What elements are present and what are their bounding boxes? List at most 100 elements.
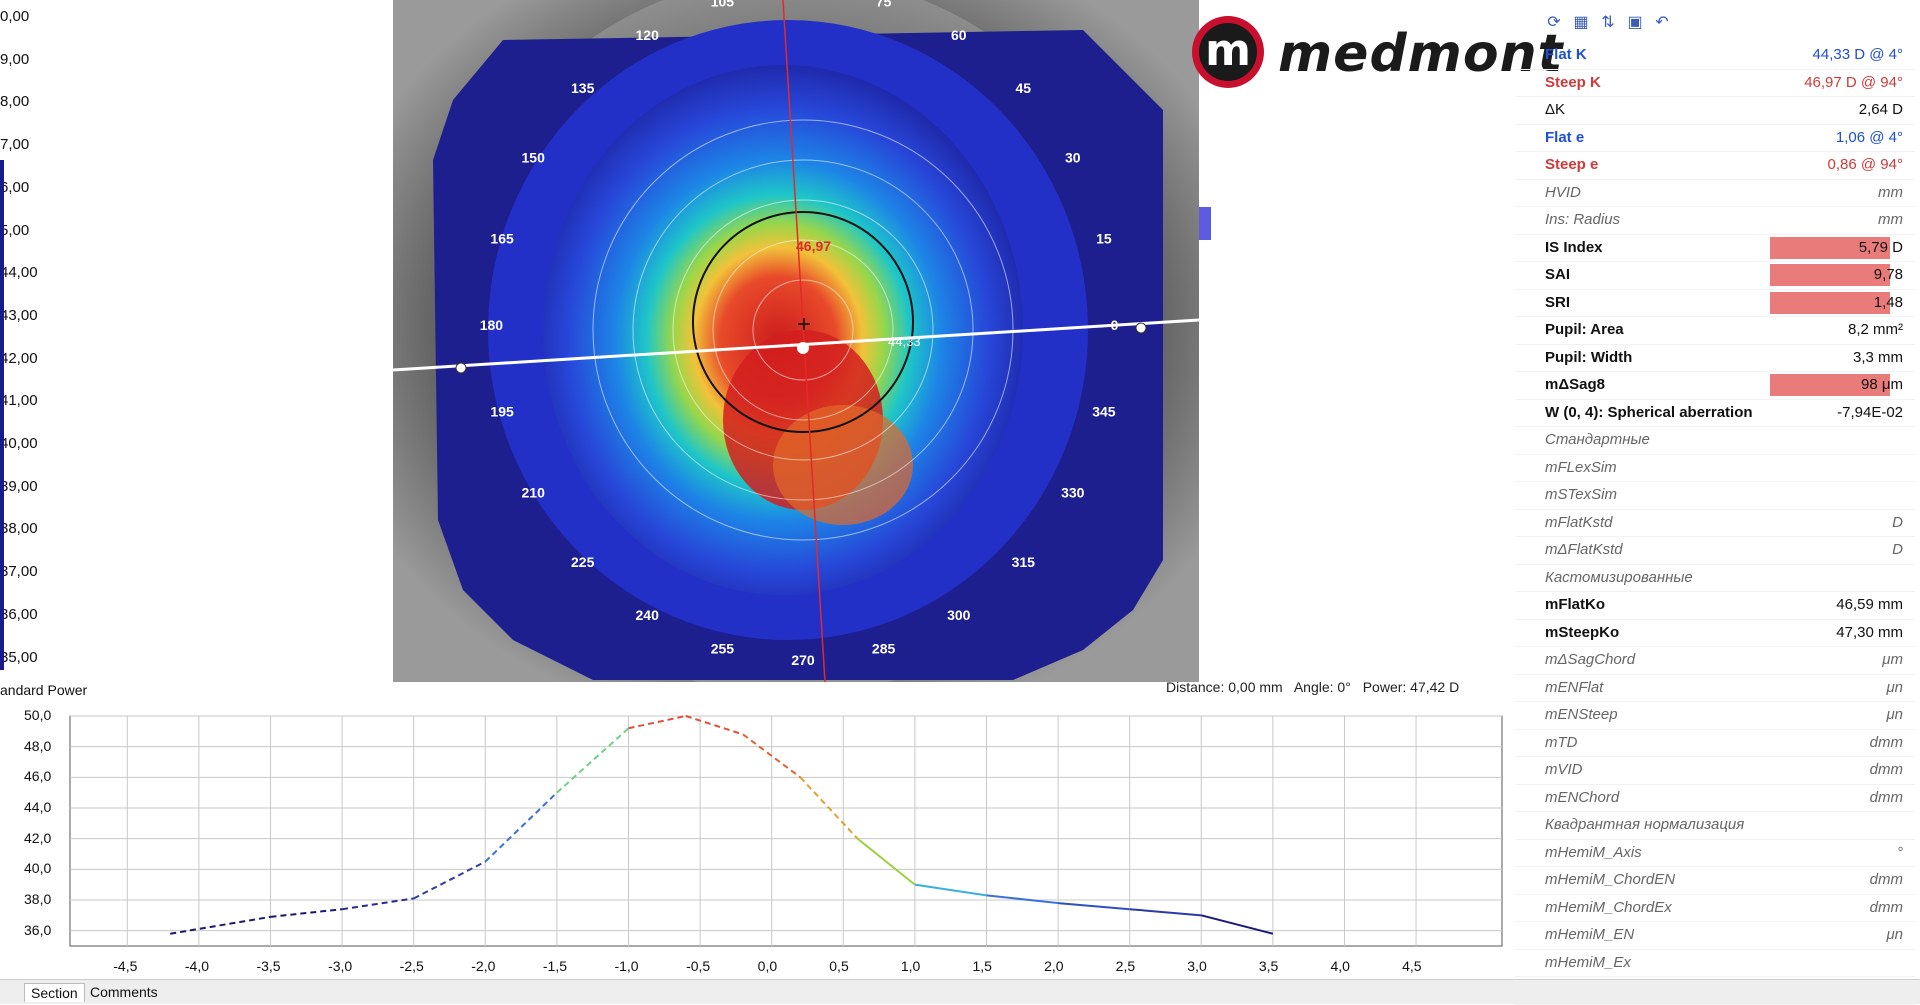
parameter-label: Pupil: Area [1545, 321, 1624, 338]
angle-label: 60 [951, 27, 967, 43]
cursor-readout: Distance: 0,00 mm Angle: 0° Power: 47,42… [1166, 679, 1467, 695]
parameter-value: μm [1882, 651, 1903, 668]
angle-label: 150 [522, 150, 546, 166]
meridian-handle-right[interactable] [1135, 322, 1147, 334]
scale-tick: 40,00 [0, 435, 38, 452]
parameter-row[interactable]: SRI 1,48 [1515, 290, 1915, 317]
section-profile-line [170, 715, 1274, 935]
flat-meridian[interactable] [393, 318, 1199, 372]
parameter-label: Pupil: Width [1545, 348, 1633, 366]
parameter-row[interactable]: mΔSag8 98 μm [1515, 372, 1915, 400]
parameter-row[interactable]: mVID dmm [1515, 757, 1915, 785]
parameter-row[interactable]: mHemiM_Axis ° [1515, 840, 1915, 867]
topography-map[interactable]: 9075604530150345330315300285270255240225… [393, 0, 1199, 682]
sort-icon[interactable]: ⇅ [1601, 14, 1615, 31]
distance-rings [592, 119, 1014, 541]
parameter-label: mFlatKo [1545, 596, 1605, 613]
parameter-label: Steep K [1545, 73, 1601, 91]
tab-comments[interactable]: Comments [90, 984, 158, 1000]
map-side-tab[interactable] [1199, 207, 1211, 240]
scale-tick: 36,00 [0, 605, 38, 623]
parameter-value: 9,78 [1873, 266, 1903, 283]
inferior-zone [773, 405, 913, 525]
parameter-row[interactable]: mTD dmm [1515, 730, 1915, 757]
parameter-row[interactable]: Pupil: Area 8,2 mm² [1515, 317, 1915, 345]
scale-tick: 41,00 [0, 392, 38, 410]
parameter-row[interactable]: mSteepKo 47,30 mm [1515, 620, 1915, 647]
parameter-value: -7,94E-02 [1837, 403, 1903, 421]
parameter-row[interactable]: mENChord dmm [1515, 785, 1915, 812]
parameter-value: 98 μm [1861, 376, 1903, 393]
parameter-value: mm [1878, 183, 1903, 201]
undo-icon[interactable]: ↶ [1655, 14, 1669, 31]
parameter-row[interactable]: mHemiM_Ex [1515, 950, 1915, 977]
parameter-label: Flat e [1545, 128, 1585, 146]
graph-y-tick: 46,0 [24, 768, 52, 785]
save-icon[interactable]: ▣ [1627, 14, 1643, 31]
angle-label: 0 [1111, 317, 1119, 333]
tab-section[interactable]: Section [24, 983, 85, 1002]
parameter-row[interactable]: Steep K 46,97 D @ 94° [1515, 70, 1915, 97]
profile-segment [341, 897, 414, 911]
section-graph-svg [69, 715, 1503, 947]
parameter-row[interactable]: Кастомизированные [1515, 565, 1915, 592]
flat-k-value: 44,33 [888, 334, 921, 349]
parameter-row[interactable]: IS Index 5,79 D [1515, 235, 1915, 262]
meridian-handle-left[interactable] [455, 362, 467, 374]
parameter-value: 0,86 @ 94° [1827, 156, 1903, 173]
parameter-row[interactable]: mHemiM_EN μn [1515, 922, 1915, 950]
parameter-row[interactable]: mFLexSim [1515, 455, 1915, 482]
parameter-row[interactable]: mFlatKstd D [1515, 510, 1915, 537]
refresh-icon[interactable]: ⟳ [1547, 14, 1561, 31]
parameter-value: μn [1886, 706, 1903, 723]
topography-svg: 9075604530150345330315300285270255240225… [393, 0, 1199, 682]
parameter-row[interactable]: mΔSagChord μm [1515, 647, 1915, 675]
graph-x-tick: 2,0 [1044, 958, 1064, 974]
parameter-row[interactable]: Стандартные [1515, 427, 1915, 455]
parameter-row[interactable]: HVID mm [1515, 180, 1915, 207]
parameter-row[interactable]: Pupil: Width 3,3 mm [1515, 345, 1915, 372]
parameter-label: mSTexSim [1545, 486, 1617, 503]
parameter-label: mFLexSim [1545, 458, 1617, 476]
parameter-row[interactable]: Ins: Radius mm [1515, 207, 1915, 235]
profile-segment [799, 776, 859, 840]
parameter-row[interactable]: mΔFlatKstd D [1515, 537, 1915, 565]
parameter-row[interactable]: mHemiM_ChordEx dmm [1515, 895, 1915, 922]
parameter-label: mΔSag8 [1545, 376, 1605, 393]
parameter-row[interactable]: Flat e 1,06 @ 4° [1515, 125, 1915, 152]
graph-y-tick: 36,0 [24, 921, 52, 938]
angle-label: 270 [791, 652, 815, 668]
graph-x-tick: -4,5 [113, 958, 138, 974]
parameter-row[interactable]: W (0, 4): Spherical aberration -7,94E-02 [1515, 400, 1915, 427]
profile-segment [1129, 908, 1202, 917]
parameter-value: 46,59 mm [1836, 596, 1903, 613]
parameter-row[interactable]: mHemiM_ChordEN dmm [1515, 867, 1915, 895]
parameter-row[interactable]: Квадрантная нормализация [1515, 812, 1915, 840]
highlight-bar [1770, 264, 1890, 286]
parameter-row[interactable]: mFlatKo 46,59 mm [1515, 592, 1915, 620]
graph-x-tick: -1,5 [542, 958, 567, 974]
power-readout: Power: 47,42 D [1362, 679, 1460, 695]
parameter-label: Ins: Radius [1545, 211, 1621, 228]
graph-x-tick: -2,0 [471, 958, 496, 974]
parameter-value: 5,79 D [1858, 238, 1903, 256]
scale-tick: 5,00 [0, 221, 30, 239]
angle-label: 180 [480, 317, 504, 333]
parameter-value: dmm [1869, 733, 1903, 751]
calendar-icon[interactable]: ▦ [1573, 14, 1589, 31]
parameter-row[interactable]: SAI 9,78 [1515, 262, 1915, 290]
highlight-bar [1770, 291, 1890, 314]
parameter-row[interactable]: Flat K 44,33 D @ 4° [1515, 42, 1915, 70]
angle-label: 285 [872, 641, 896, 657]
graph-x-tick: 3,5 [1258, 958, 1279, 974]
parameter-row[interactable]: ΔK 2,64 D [1515, 97, 1915, 125]
parameter-row[interactable]: Steep e 0,86 @ 94° [1515, 152, 1915, 180]
graph-x-tick: -3,0 [328, 958, 353, 974]
angle-label: 105 [711, 0, 735, 9]
parameter-row[interactable]: mSTexSim [1515, 482, 1915, 510]
angle-readout: Angle: 0° [1293, 679, 1351, 695]
parameter-value: 1,06 @ 4° [1835, 128, 1903, 146]
angle-label: 225 [571, 554, 595, 570]
parameter-row[interactable]: mENSteep μn [1515, 702, 1915, 730]
parameter-row[interactable]: mENFlat μn [1515, 675, 1915, 702]
